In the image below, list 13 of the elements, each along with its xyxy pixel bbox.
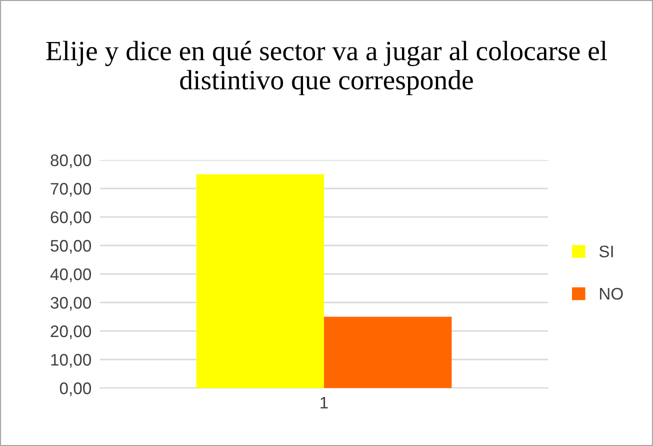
y-tick-label: 50,00 (50, 240, 92, 254)
y-tick-label: 20,00 (50, 325, 92, 340)
y-tick-label: 0,00 (60, 382, 92, 396)
y-tick-label: 70,00 (50, 182, 92, 197)
y-tick-label: 30,00 (50, 296, 92, 311)
y-tick-label: 60,00 (50, 211, 92, 226)
legend-label: SI (599, 246, 613, 258)
chart-title: Elije y dice en qué sector va a jugar al colocarse el distintivo que corresponde (46, 40, 608, 96)
y-tick-label: 80,00 (50, 154, 92, 168)
y-tick-label: 40,00 (50, 268, 92, 282)
x-tick-label: 1 (320, 396, 328, 408)
y-tick-label: 10,00 (51, 354, 92, 368)
legend-label: NO (600, 288, 623, 300)
